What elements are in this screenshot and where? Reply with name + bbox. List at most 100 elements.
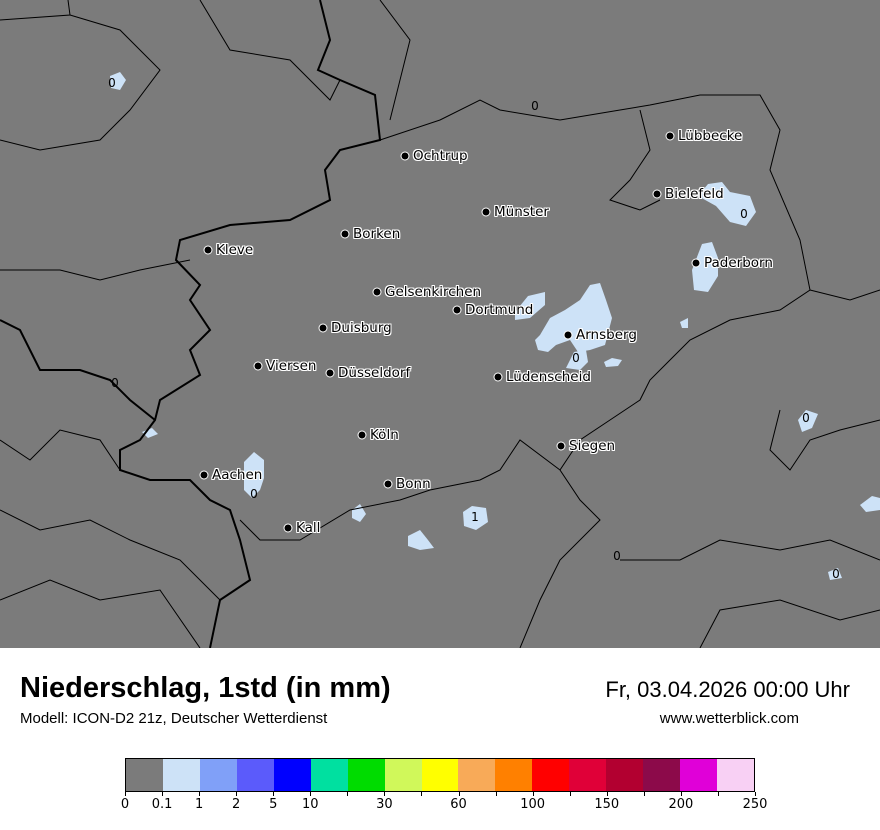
legend-color-swatch (606, 759, 644, 791)
legend-tick (755, 792, 756, 796)
precipitation-map (0, 0, 880, 648)
legend-tick (273, 792, 275, 796)
contour-label: 0 (832, 567, 840, 581)
precip-area (860, 496, 880, 512)
city-label: Arnsberg (576, 327, 637, 343)
city-label: Aachen (212, 467, 263, 483)
legend-tick (717, 792, 719, 796)
city-marker (325, 368, 335, 378)
city-label: Bonn (396, 476, 431, 492)
national-border (119, 0, 382, 648)
border-line (0, 14, 161, 151)
legend-color-swatch (310, 759, 348, 791)
contour-label: 0 (108, 76, 116, 90)
legend-tick-label: 2 (232, 797, 241, 812)
contour-label: 1 (471, 510, 479, 524)
precip-area (566, 350, 588, 370)
precip-area (680, 318, 688, 328)
legend-color-swatch (717, 759, 754, 791)
city-marker (665, 131, 675, 141)
city-label: Ochtrup (413, 148, 468, 164)
border-line (699, 599, 880, 648)
legend-color-swatch (643, 759, 681, 791)
legend-tick-label: 150 (594, 797, 620, 812)
contour-label: 0 (740, 207, 748, 221)
legend-color-swatch (126, 759, 163, 791)
border-line (0, 429, 121, 471)
precip-area (698, 182, 756, 226)
precip-area (463, 506, 488, 530)
contour-label: 0 (531, 99, 539, 113)
legend-tick (310, 792, 312, 796)
legend-color-swatch (384, 759, 422, 791)
legend-tick (458, 792, 460, 796)
contour-label: 0 (111, 376, 119, 390)
border-line (0, 579, 201, 648)
precip-area (828, 568, 842, 580)
legend-color-swatch (273, 759, 311, 791)
city-marker (372, 287, 382, 297)
city-marker (357, 430, 367, 440)
legend-tick (421, 792, 423, 796)
city-marker (283, 523, 293, 533)
border-line (0, 0, 71, 21)
legend-tick (384, 792, 386, 796)
border-line (609, 109, 661, 211)
city-label: Borken (353, 226, 401, 242)
city-marker (318, 323, 328, 333)
border-line (0, 259, 191, 281)
border-line (809, 289, 880, 301)
legend-color-swatch (421, 759, 459, 791)
precip-area (798, 410, 818, 432)
city-marker (199, 470, 209, 480)
precip-area (535, 283, 612, 352)
national-border (0, 319, 156, 421)
city-marker (400, 151, 410, 161)
legend-tick-label: 5 (269, 797, 278, 812)
border-line (239, 439, 561, 541)
legend-tick-label: 0 (120, 797, 130, 812)
forecast-datetime: Fr, 03.04.2026 00:00 Uhr (605, 677, 850, 702)
city-label: Bielefeld (665, 186, 724, 202)
legend-color-swatch (532, 759, 570, 791)
border-line (0, 509, 221, 601)
legend-tick-label: 250 (742, 797, 768, 812)
city-label: Duisburg (331, 320, 392, 336)
legend-tick-label: 200 (668, 797, 694, 812)
city-label: Münster (494, 204, 549, 220)
city-label: Lüdenscheid (506, 369, 591, 385)
map-title: Niederschlag, 1std (in mm) (20, 672, 391, 704)
legend-tick (199, 792, 201, 796)
website-link[interactable]: www.wetterblick.com (659, 710, 799, 727)
city-marker (383, 479, 393, 489)
city-label: Dortmund (465, 302, 534, 318)
city-label: Lübbecke (678, 128, 743, 144)
city-marker (452, 305, 462, 315)
border-line (379, 0, 411, 121)
color-legend-bar (125, 758, 755, 792)
precip-area (604, 358, 622, 367)
city-marker (340, 229, 350, 239)
legend-color-swatch (347, 759, 385, 791)
city-label: Köln (370, 427, 399, 443)
border-line (199, 0, 341, 101)
precip-area (515, 292, 545, 320)
city-marker (253, 361, 263, 371)
precip-area (408, 530, 434, 550)
border-line (379, 94, 811, 648)
city-label: Paderborn (704, 255, 773, 271)
border-line (769, 409, 880, 471)
city-label: Düsseldorf (338, 365, 411, 381)
legend-tick (125, 792, 126, 796)
contour-label: 0 (802, 411, 810, 425)
city-marker (203, 245, 213, 255)
legend-tick-label: 0.1 (151, 797, 173, 812)
legend-tick (162, 792, 164, 796)
legend-tick (680, 792, 682, 796)
legend-tick (643, 792, 645, 796)
legend-tick (569, 792, 571, 796)
precip-area (244, 452, 264, 498)
legend-tick-label: 10 (302, 797, 319, 812)
contour-label: 0 (613, 549, 621, 563)
legend-tick (606, 792, 608, 796)
